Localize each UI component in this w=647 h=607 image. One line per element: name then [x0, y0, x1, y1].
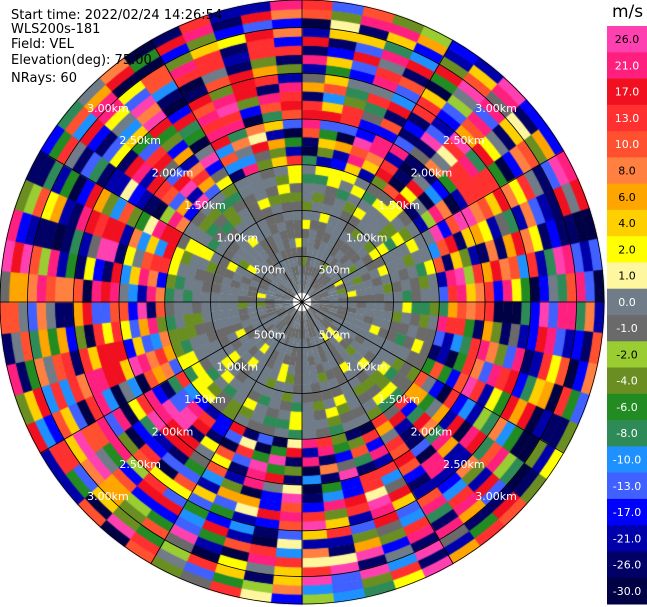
range-ring-label: 2.00km	[152, 425, 194, 438]
range-ring-label: 500m	[254, 264, 286, 277]
colorbar-tick-label: 8.0	[618, 165, 636, 178]
colorbar-segment	[607, 315, 647, 342]
azimuth-spoke	[40, 150, 303, 303]
colorbar-segment	[607, 446, 647, 474]
colorbar-tick-label: -6.0	[616, 401, 637, 414]
range-ring-label: 500m	[254, 328, 286, 341]
range-ring-label: 3.00km	[475, 490, 517, 503]
range-ring-label: 1.50km	[378, 393, 420, 406]
field-text: Field: VEL	[11, 37, 74, 52]
colorbar-tick-label: -2.0	[616, 348, 637, 361]
colorbar-tick-label: -1.0	[616, 322, 637, 335]
colorbar-tick-label: 4.0	[618, 217, 636, 230]
colorbar-tick-label: -13.0	[613, 480, 641, 493]
azimuth-spoke	[40, 301, 303, 454]
colorbar-segment	[607, 393, 647, 421]
colorbar-segment	[607, 341, 647, 369]
range-ring-label: 3.00km	[87, 102, 129, 115]
start-time-text: Start time: 2022/02/24 14:26:54	[11, 8, 223, 23]
colorbar-unit-label: m/s	[612, 2, 643, 22]
colorbar-segment	[607, 472, 647, 500]
colorbar-tick-label: 26.0	[615, 33, 640, 46]
nrays-text: NRays: 60	[11, 71, 77, 86]
colorbar-tick-label: 1.0	[618, 270, 636, 283]
colorbar-tick-label: 6.0	[618, 191, 636, 204]
colorbar-segment	[607, 498, 647, 526]
range-ring-label: 2.00km	[152, 167, 194, 180]
azimuth-spoke	[150, 40, 303, 303]
colorbar-tick-label: -30.0	[613, 585, 641, 598]
range-ring-label: 1.50km	[378, 199, 420, 212]
colorbar-segment	[607, 26, 647, 53]
range-ring-label: 1.00km	[346, 361, 388, 374]
range-ring-label: 500m	[319, 328, 351, 341]
range-labels: 500m 500m 500m 500m 1.00km 1.00km 1.00km 1.00km…	[87, 102, 517, 503]
colorbar-segment	[607, 577, 647, 605]
colorbar-tick-label: -8.0	[616, 427, 637, 440]
range-ring-label: 1.00km	[346, 231, 388, 244]
colorbar-tick-label: -26.0	[613, 559, 641, 572]
colorbar-segment	[607, 236, 647, 263]
range-ring-label: 500m	[319, 264, 351, 277]
colorbar-segment	[607, 551, 647, 579]
colorbar-segment	[607, 209, 647, 237]
colorbar-tick-label: 10.0	[615, 138, 640, 151]
colorbar-segment	[607, 104, 647, 132]
range-ring-label: 2.00km	[411, 167, 453, 180]
azimuth-spoke	[301, 301, 454, 564]
range-ring-label: 2.00km	[411, 425, 453, 438]
range-ring-label: 3.00km	[87, 490, 129, 503]
range-ring-label: 2.50km	[119, 458, 161, 471]
range-ring-label: 1.00km	[217, 361, 259, 374]
range-ring-label: 1.00km	[217, 231, 259, 244]
colorbar-segment	[607, 183, 647, 211]
colorbar-tick-label: -10.0	[613, 454, 641, 467]
colorbar-tick-label: -21.0	[613, 532, 641, 545]
colorbar-tick-label: 13.0	[615, 112, 640, 125]
azimuth-spokes	[0, 0, 604, 604]
azimuth-spoke	[301, 301, 564, 454]
colorbar-tick-label: 2.0	[618, 243, 636, 256]
colorbar-segment	[607, 288, 647, 316]
colorbar-segment	[607, 420, 647, 447]
colorbar-tick-label: -17.0	[613, 506, 641, 519]
colorbar-tick-label: 0.0	[618, 296, 636, 309]
range-ring-label: 1.50km	[184, 393, 226, 406]
colorbar: m/s 26.0 21.0 17.0 13.0 10.0 8.0 6.0 4.0 2.0 1.0 0…	[607, 2, 647, 605]
range-ring-label: 2.50km	[443, 458, 485, 471]
colorbar-segment	[607, 367, 647, 395]
range-ring-label: 1.50km	[184, 199, 226, 212]
colorbar-segment	[607, 78, 647, 106]
range-ring-label: 2.50km	[443, 134, 485, 147]
colorbar-segment	[607, 131, 647, 158]
colorbar-segment	[607, 157, 647, 185]
instrument-text: WLS200s-181	[11, 22, 101, 37]
colorbar-tick-label: 21.0	[615, 59, 640, 72]
colorbar-segment	[607, 52, 647, 80]
elevation-text: Elevation(deg): 75.00	[11, 53, 152, 68]
azimuth-spoke	[150, 301, 303, 564]
azimuth-spoke	[301, 40, 454, 303]
colorbar-segment	[607, 262, 647, 290]
azimuth-spoke	[301, 150, 564, 303]
range-ring-label: 3.00km	[475, 102, 517, 115]
range-ring-label: 2.50km	[119, 134, 161, 147]
colorbar-tick-label: -4.0	[616, 375, 637, 388]
colorbar-segment	[607, 525, 647, 552]
colorbar-tick-label: 17.0	[615, 86, 640, 99]
